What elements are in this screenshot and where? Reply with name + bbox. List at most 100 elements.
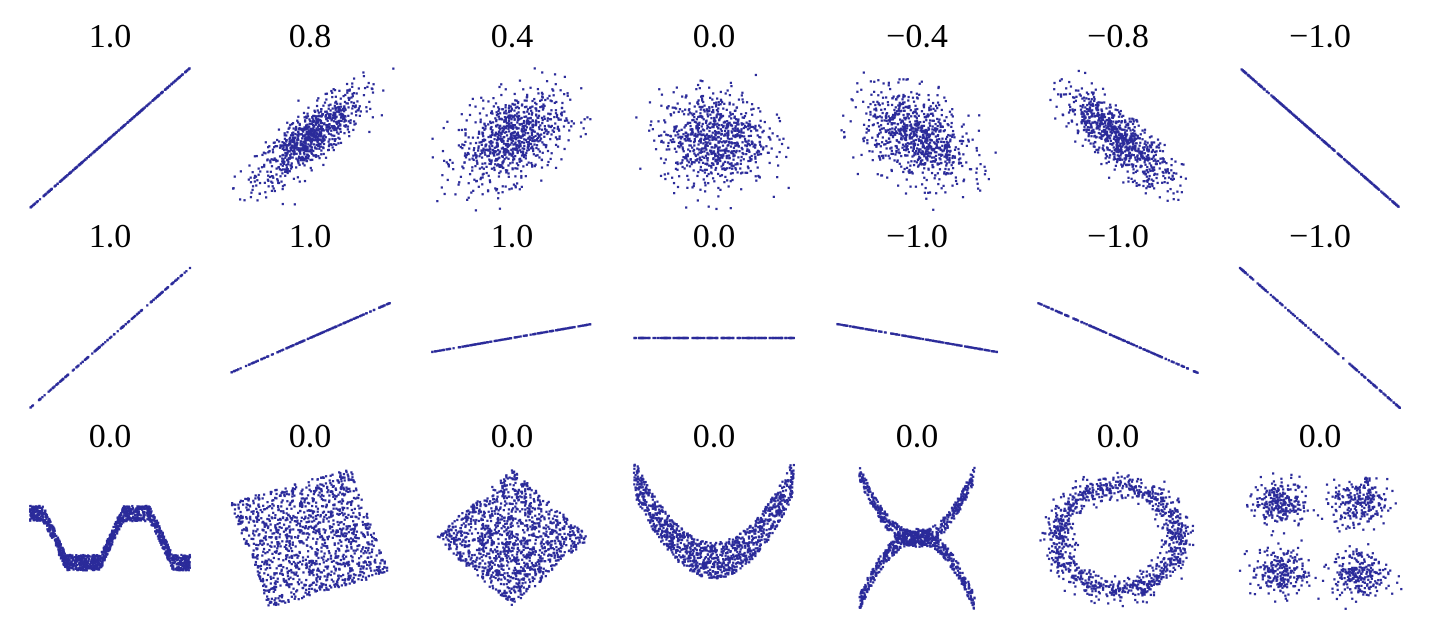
scatter-point xyxy=(1145,175,1148,178)
scatter-point xyxy=(1128,145,1131,148)
scatter-point xyxy=(545,80,549,83)
scatter-point xyxy=(735,121,738,125)
scatter-point xyxy=(337,105,341,109)
scatter-point xyxy=(498,171,501,175)
scatter-point xyxy=(1108,123,1112,126)
scatter-point xyxy=(317,155,320,158)
scatter-point xyxy=(32,203,36,206)
scatter-point xyxy=(1074,89,1078,92)
scatter-point xyxy=(1142,148,1146,151)
scatter-point xyxy=(324,113,328,117)
scatter-point xyxy=(1128,163,1131,166)
scatter-point xyxy=(899,137,903,141)
scatter-point xyxy=(308,118,311,121)
scatter-point xyxy=(681,95,684,98)
scatter-point xyxy=(489,120,492,123)
scatter-point xyxy=(929,124,932,127)
scatter-point xyxy=(1353,167,1357,170)
scatter-point xyxy=(1366,178,1370,182)
scatter-point xyxy=(1343,158,1346,161)
scatter-point xyxy=(1146,157,1149,160)
scatter-point xyxy=(684,157,687,160)
scatter-point xyxy=(348,89,351,92)
scatter-point xyxy=(666,134,669,137)
scatter-point xyxy=(1100,101,1104,104)
scatter-point xyxy=(914,138,917,142)
scatter-point xyxy=(555,115,559,119)
scatter-point xyxy=(910,91,913,94)
scatter-point xyxy=(502,140,505,143)
scatter-point xyxy=(355,114,358,117)
scatter-point xyxy=(919,139,922,142)
scatter-point xyxy=(344,108,347,111)
scatter-point xyxy=(704,168,707,171)
scatter-point xyxy=(477,132,481,135)
scatter-point xyxy=(525,99,528,102)
scatter-point xyxy=(507,137,510,140)
scatter-point xyxy=(559,118,562,121)
scatter-point xyxy=(717,124,721,127)
scatter-point xyxy=(1119,154,1122,157)
scatter-point xyxy=(465,119,468,122)
scatter-point xyxy=(284,148,288,151)
scatter-point xyxy=(689,139,692,143)
scatter-point xyxy=(339,105,343,108)
scatter-point xyxy=(334,107,338,110)
scatter-point xyxy=(109,136,112,139)
scatter-point xyxy=(897,148,900,151)
scatter-point xyxy=(711,138,714,141)
scatter-point xyxy=(904,133,907,137)
scatter-point xyxy=(681,148,685,151)
scatter-point xyxy=(55,383,58,386)
scatter-point xyxy=(695,88,698,91)
scatter-point xyxy=(136,112,140,115)
scatter-point xyxy=(319,119,323,122)
scatter-point xyxy=(731,171,734,175)
scatter-point xyxy=(1073,113,1077,116)
scatter-point xyxy=(1131,117,1134,120)
scatter-point xyxy=(928,191,932,194)
scatter-point xyxy=(906,142,909,145)
scatter-point xyxy=(1127,122,1130,126)
scatter-point xyxy=(318,124,321,127)
scatter-point xyxy=(871,158,874,162)
scatter-point xyxy=(511,127,515,130)
scatter-point xyxy=(965,161,968,164)
scatter-point xyxy=(436,199,439,203)
scatter-point xyxy=(891,134,895,137)
scatter-point xyxy=(491,141,494,144)
scatter-point xyxy=(751,141,754,144)
scatter-point xyxy=(517,114,521,118)
scatter-point xyxy=(1090,124,1093,127)
scatter-point xyxy=(481,193,484,196)
scatter-point xyxy=(1359,172,1363,176)
scatter-point xyxy=(706,137,710,140)
scatter-point xyxy=(890,121,893,125)
scatter-point xyxy=(313,114,316,118)
scatter-point xyxy=(508,109,511,112)
scatter-point xyxy=(522,119,526,123)
scatter-point xyxy=(474,209,478,212)
scatter-point xyxy=(470,191,473,194)
scatter-point xyxy=(279,145,283,148)
scatter-point xyxy=(341,113,345,116)
scatter-point xyxy=(687,148,690,151)
scatter-point xyxy=(480,156,484,159)
scatter-point xyxy=(740,155,743,159)
scatter-point xyxy=(1131,145,1134,149)
scatter-point xyxy=(1162,174,1165,178)
scatter-point xyxy=(920,110,924,113)
scatter-point xyxy=(728,157,731,160)
scatter-point xyxy=(281,172,284,175)
scatter-point xyxy=(184,70,187,74)
scatter-point xyxy=(914,133,917,136)
scatter-point xyxy=(749,129,753,133)
scatter-point xyxy=(1144,173,1147,176)
scatter-point xyxy=(719,103,722,106)
scatter-point xyxy=(565,119,569,122)
scatter-point xyxy=(519,142,522,146)
scatter-point xyxy=(1103,93,1106,96)
scatter-point xyxy=(549,137,552,141)
scatter-point xyxy=(499,128,502,131)
scatter-point xyxy=(856,90,859,93)
